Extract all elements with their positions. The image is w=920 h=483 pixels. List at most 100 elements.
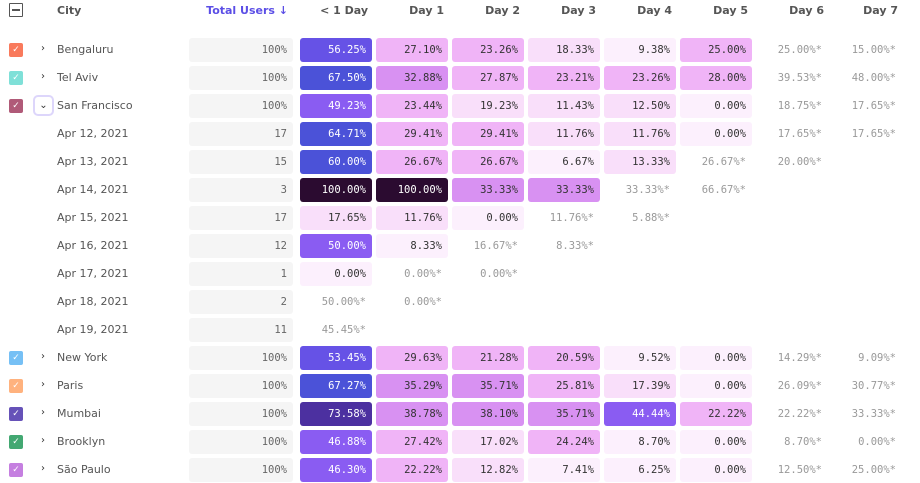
projected-retention-cell[interactable]: 66.67%* [701,184,746,196]
retention-cell[interactable]: 26.67% [452,150,524,174]
retention-cell[interactable]: 27.87% [452,66,524,90]
retention-cell[interactable]: 0.00% [300,262,372,286]
retention-cell[interactable]: 27.42% [376,430,448,454]
projected-retention-cell[interactable]: 15.00%* [851,44,896,56]
retention-cell[interactable]: 6.25% [604,458,676,482]
retention-cell[interactable]: 33.33% [528,178,600,202]
retention-cell[interactable]: 32.88% [376,66,448,90]
chevron-right-icon[interactable]: › [41,43,45,54]
retention-cell[interactable]: 29.41% [376,122,448,146]
projected-retention-cell[interactable]: 0.00%* [858,436,896,448]
column-header[interactable]: Day 3 [561,4,596,17]
retention-cell[interactable]: 23.26% [452,38,524,62]
retention-cell[interactable]: 29.41% [452,122,524,146]
retention-cell[interactable]: 6.67% [528,150,600,174]
retention-cell[interactable]: 23.44% [376,94,448,118]
retention-cell[interactable]: 0.00% [680,430,752,454]
retention-cell[interactable]: 67.50% [300,66,372,90]
retention-cell[interactable]: 29.63% [376,346,448,370]
row-checkbox[interactable]: ✓ [9,435,23,449]
retention-cell[interactable]: 44.44% [604,402,676,426]
retention-cell[interactable]: 100.00% [376,178,448,202]
chevron-right-icon[interactable]: › [41,71,45,82]
retention-cell[interactable]: 33.33% [452,178,524,202]
projected-retention-cell[interactable]: 17.65%* [851,128,896,140]
retention-cell[interactable]: 20.59% [528,346,600,370]
projected-retention-cell[interactable]: 11.76%* [549,212,594,224]
projected-retention-cell[interactable]: 0.00%* [404,268,442,280]
column-header[interactable]: Day 4 [637,4,672,17]
column-header[interactable]: Day 5 [713,4,748,17]
projected-retention-cell[interactable]: 33.33%* [851,408,896,420]
column-header[interactable]: < 1 Day [320,4,368,17]
projected-retention-cell[interactable]: 8.33%* [556,240,594,252]
retention-cell[interactable]: 0.00% [680,458,752,482]
chevron-right-icon[interactable]: › [41,407,45,418]
retention-cell[interactable]: 67.27% [300,374,372,398]
projected-retention-cell[interactable]: 30.77%* [851,380,896,392]
retention-cell[interactable]: 28.00% [680,66,752,90]
chevron-right-icon[interactable]: › [41,463,45,474]
retention-cell[interactable]: 50.00% [300,234,372,258]
projected-retention-cell[interactable]: 50.00%* [321,296,366,308]
retention-cell[interactable]: 24.24% [528,430,600,454]
retention-cell[interactable]: 53.45% [300,346,372,370]
column-header[interactable]: Day 7 [863,4,898,17]
retention-cell[interactable]: 17.65% [300,206,372,230]
column-header[interactable]: Day 1 [409,4,444,17]
retention-cell[interactable]: 11.76% [528,122,600,146]
retention-cell[interactable]: 0.00% [680,374,752,398]
row-checkbox[interactable]: ✓ [9,407,23,421]
projected-retention-cell[interactable]: 18.75%* [777,100,822,112]
projected-retention-cell[interactable]: 33.33%* [625,184,670,196]
retention-cell[interactable]: 35.71% [452,374,524,398]
retention-cell[interactable]: 38.10% [452,402,524,426]
retention-cell[interactable]: 11.76% [376,206,448,230]
retention-cell[interactable]: 26.67% [376,150,448,174]
retention-cell[interactable]: 9.38% [604,38,676,62]
retention-cell[interactable]: 100.00% [300,178,372,202]
retention-cell[interactable]: 19.23% [452,94,524,118]
retention-cell[interactable]: 0.00% [680,346,752,370]
retention-cell[interactable]: 22.22% [376,458,448,482]
retention-cell[interactable]: 27.10% [376,38,448,62]
retention-cell[interactable]: 46.30% [300,458,372,482]
retention-cell[interactable]: 22.22% [680,402,752,426]
projected-retention-cell[interactable]: 0.00%* [404,296,442,308]
projected-retention-cell[interactable]: 45.45%* [321,324,366,336]
retention-cell[interactable]: 7.41% [528,458,600,482]
chevron-down-icon[interactable]: ⌄ [33,95,54,116]
projected-retention-cell[interactable]: 9.09%* [858,352,896,364]
retention-cell[interactable]: 0.00% [680,122,752,146]
retention-cell[interactable]: 49.23% [300,94,372,118]
retention-cell[interactable]: 11.76% [604,122,676,146]
retention-cell[interactable]: 46.88% [300,430,372,454]
retention-cell[interactable]: 12.82% [452,458,524,482]
retention-cell[interactable]: 21.28% [452,346,524,370]
projected-retention-cell[interactable]: 20.00%* [777,156,822,168]
retention-cell[interactable]: 13.33% [604,150,676,174]
projected-retention-cell[interactable]: 17.65%* [777,128,822,140]
projected-retention-cell[interactable]: 25.00%* [851,464,896,476]
retention-cell[interactable]: 9.52% [604,346,676,370]
row-checkbox[interactable]: ✓ [9,71,23,85]
row-checkbox[interactable]: ✓ [9,99,23,113]
chevron-right-icon[interactable]: › [41,379,45,390]
retention-cell[interactable]: 25.81% [528,374,600,398]
retention-cell[interactable]: 25.00% [680,38,752,62]
projected-retention-cell[interactable]: 25.00%* [777,44,822,56]
row-checkbox[interactable]: ✓ [9,463,23,477]
select-all-checkbox[interactable] [9,3,23,17]
projected-retention-cell[interactable]: 14.29%* [777,352,822,364]
retention-cell[interactable]: 17.02% [452,430,524,454]
column-header-total-users[interactable]: Total Users ↓ [206,4,288,17]
retention-cell[interactable]: 11.43% [528,94,600,118]
retention-cell[interactable]: 17.39% [604,374,676,398]
retention-cell[interactable]: 56.25% [300,38,372,62]
chevron-right-icon[interactable]: › [41,435,45,446]
chevron-right-icon[interactable]: › [41,351,45,362]
projected-retention-cell[interactable]: 16.67%* [473,240,518,252]
retention-cell[interactable]: 35.29% [376,374,448,398]
row-checkbox[interactable]: ✓ [9,43,23,57]
column-header-city[interactable]: City [57,4,82,17]
